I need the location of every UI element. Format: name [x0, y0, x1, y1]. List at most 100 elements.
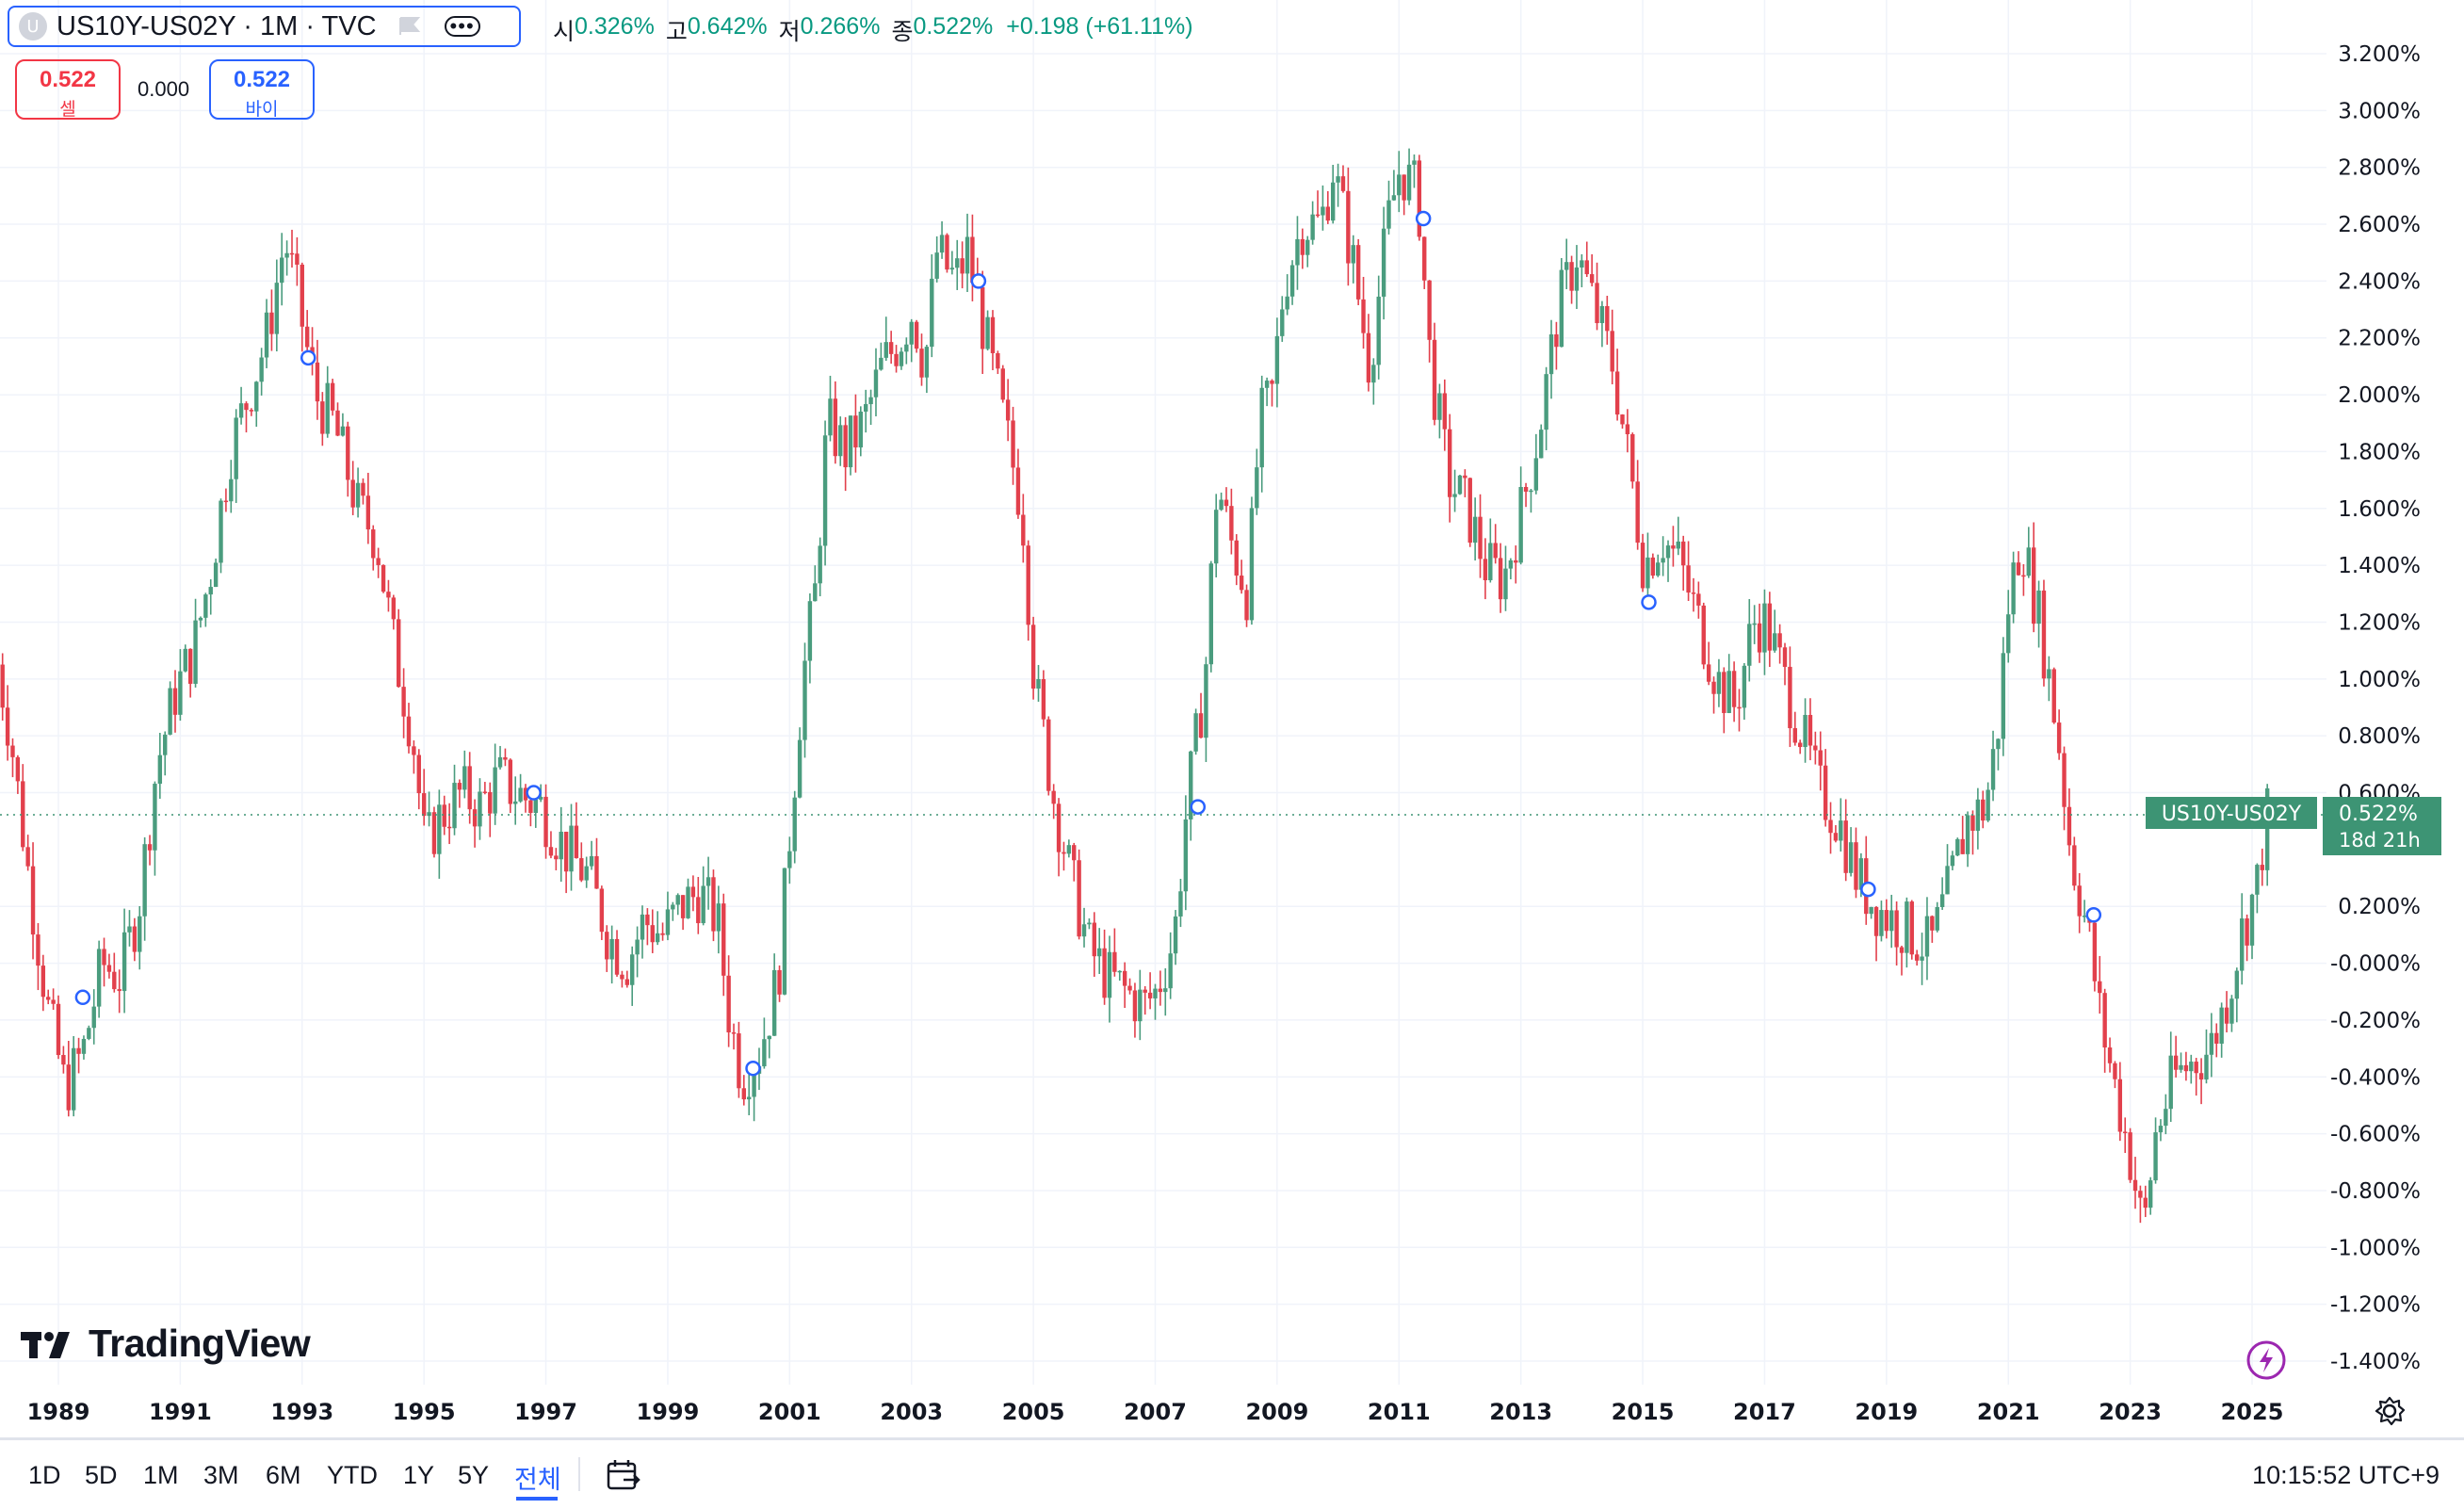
symbol-title[interactable]: US10Y-US02Y · 1M · TVC	[57, 11, 377, 42]
candle-body	[1458, 476, 1462, 495]
candle-body	[250, 410, 253, 412]
candle-body	[509, 760, 512, 804]
candle-body	[184, 649, 187, 672]
candle-body	[1585, 260, 1589, 274]
candle-body	[2214, 1033, 2218, 1044]
candle-body	[1529, 491, 1532, 493]
lightning-icon[interactable]	[2245, 1339, 2287, 1381]
candle-body	[1717, 672, 1721, 693]
candle-body	[46, 997, 50, 999]
candle-body	[1336, 176, 1339, 183]
candle-body	[615, 939, 619, 975]
candle-body	[214, 562, 218, 587]
candle-body	[275, 283, 279, 333]
candle-body	[467, 766, 471, 809]
timeframe-1y[interactable]: 1Y	[403, 1461, 434, 1490]
candle-body	[1422, 236, 1426, 280]
price-chart[interactable]: 3.200% 3.000% 2.800% 2.600% 2.400% 2.200% 2.00…	[0, 0, 2464, 1438]
clock-display[interactable]: 10:15:52 UTC+9	[2252, 1461, 2440, 1490]
candle-body	[2204, 1055, 2208, 1079]
candle-body	[452, 783, 456, 828]
y-tick-label: 1.000%	[2338, 668, 2421, 692]
candle-body	[1554, 334, 1558, 347]
candle-body	[798, 740, 802, 798]
candle-body	[849, 415, 852, 467]
candle-body	[1102, 949, 1106, 998]
y-tick-label: 2.000%	[2338, 383, 2421, 408]
candle-body	[280, 257, 284, 283]
candle-body	[2159, 1126, 2163, 1132]
candle-body	[2148, 1180, 2152, 1208]
timeframe-1d[interactable]: 1D	[28, 1461, 61, 1490]
price-axis[interactable]: 3.200% 3.000% 2.800% 2.600% 2.400% 2.200% 2.00…	[2330, 42, 2421, 1374]
event-marker	[972, 274, 985, 287]
candle-body	[1595, 283, 1598, 323]
timeframe-ytd[interactable]: YTD	[327, 1461, 378, 1490]
candle-body	[1590, 274, 1594, 283]
candle-body	[1163, 988, 1167, 992]
candle-body	[1499, 558, 1502, 599]
candle-body	[1611, 331, 1614, 371]
candle-body	[1630, 434, 1634, 481]
close-value: 0.522%	[913, 13, 993, 47]
timeframe-all[interactable]: 전체	[514, 1459, 561, 1496]
candle-body	[1813, 746, 1817, 751]
sell-label: 셀	[17, 95, 119, 121]
candle-body	[2006, 614, 2010, 653]
event-markers	[76, 212, 2100, 1075]
candle-body	[178, 672, 182, 715]
candle-body	[1910, 901, 1914, 954]
candle-body	[783, 868, 786, 995]
time-axis[interactable]: 1989 1991 1993 1995 1997 1999 2001 2003 2005 2007…	[27, 1399, 2284, 1425]
candle-body	[1072, 845, 1076, 860]
timeframe-3m[interactable]: 3M	[203, 1461, 239, 1490]
candle-body	[1174, 917, 1177, 953]
timeframe-1m[interactable]: 1M	[143, 1461, 179, 1490]
candle-body	[651, 925, 655, 942]
candle-body	[549, 847, 553, 855]
timeframe-6m[interactable]: 6M	[266, 1461, 301, 1490]
candle-body	[671, 904, 674, 909]
candle-body	[554, 855, 558, 859]
date-range-icon[interactable]	[605, 1457, 642, 1495]
timeframe-5d[interactable]: 5D	[85, 1461, 118, 1490]
candle-body	[1275, 336, 1279, 384]
y-tick-label: -1.000%	[2330, 1236, 2421, 1260]
tradingview-watermark[interactable]: TradingView	[21, 1322, 310, 1366]
candle-body	[1656, 562, 1660, 576]
candle-body	[985, 317, 989, 349]
candle-body	[2067, 807, 2071, 846]
candle-body	[1240, 576, 1243, 590]
candle-body	[1615, 371, 1619, 414]
event-marker	[527, 787, 541, 800]
candle-body	[36, 934, 40, 965]
x-tick-label: 1989	[27, 1399, 90, 1425]
price-tag-symbol: US10Y-US02Y	[2162, 803, 2302, 826]
candle-body	[1367, 333, 1370, 382]
candle-body	[910, 322, 914, 345]
candle-body	[889, 342, 893, 354]
candle-body	[284, 253, 288, 258]
change-value: +0.198 (+61.11%)	[1006, 13, 1192, 47]
symbol-header[interactable]: U US10Y-US02Y · 1M · TVC •••	[8, 6, 521, 47]
candle-body	[1229, 506, 1233, 541]
timeframe-5y[interactable]: 5Y	[458, 1461, 489, 1490]
flag-icon[interactable]	[397, 16, 422, 37]
sell-button[interactable]: 0.522 셀	[15, 59, 121, 120]
low-label: 저	[779, 13, 801, 47]
more-icon[interactable]: •••	[445, 16, 480, 37]
candle-body	[51, 999, 55, 1003]
candle-body	[666, 909, 670, 934]
settings-gear-icon[interactable]	[2373, 1394, 2407, 1428]
candle-body	[1112, 952, 1116, 972]
candle-body	[2219, 1008, 2223, 1044]
candle-body	[2036, 591, 2040, 624]
candle-body	[1027, 545, 1030, 625]
candle-body	[1849, 842, 1853, 873]
candle-body	[392, 597, 396, 619]
candle-body	[1777, 633, 1781, 647]
candle-body	[609, 939, 613, 960]
buy-button[interactable]: 0.522 바이	[209, 59, 315, 120]
candle-body	[1925, 917, 1929, 957]
candle-body	[1732, 671, 1736, 706]
